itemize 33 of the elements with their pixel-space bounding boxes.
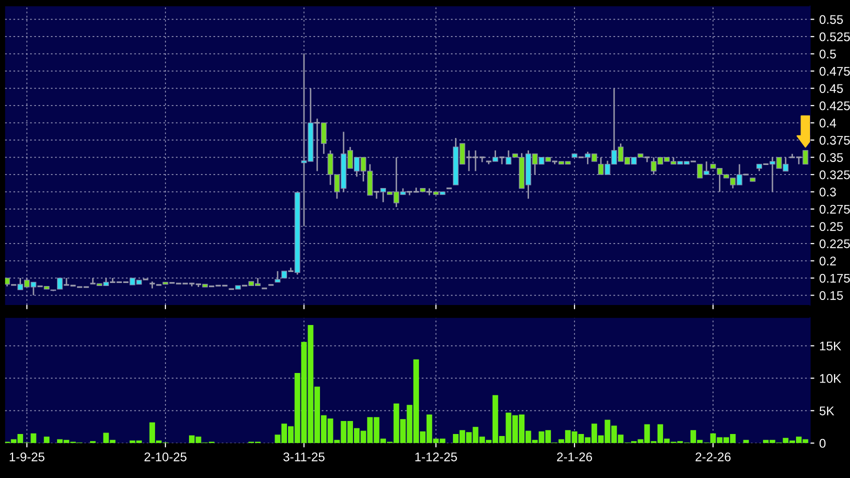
y-tick-label: 0.475: [820, 66, 850, 76]
candlestick: [314, 118, 321, 172]
x-tick-label: 1-12-25: [415, 452, 457, 462]
y-tick-label: 0.25: [820, 222, 843, 231]
y-tick-label: 15K: [820, 342, 842, 350]
y-tick-label: 0.275: [820, 204, 850, 214]
x-tick-label: 1-9-25: [10, 452, 44, 462]
x-tick-label: 3-11-25: [283, 452, 325, 462]
y-tick-label: 0: [820, 438, 826, 448]
candlestick: [57, 278, 63, 290]
y-tick-label: 0.325: [820, 170, 850, 180]
candlestick: [287, 267, 294, 272]
y-tick-label: 0.3: [820, 188, 836, 196]
x-tick-label: 2-10-25: [144, 452, 186, 462]
y-tick-label: 0.45: [820, 84, 843, 93]
y-tick-label: 0.15: [820, 291, 843, 300]
y-tick-label: 0.5: [820, 50, 836, 58]
y-tick-label: 0.55: [820, 15, 843, 24]
y-tick-label: 0.375: [820, 136, 850, 145]
y-tick-label: 5K: [820, 406, 834, 416]
candlestick: [274, 270, 280, 283]
x-tick-label: 2-1-26: [557, 452, 592, 462]
y-tick-label: 0.525: [820, 32, 850, 42]
bar: [743, 440, 749, 444]
y-tick-label: 0.425: [820, 101, 850, 110]
y-tick-label: 0.175: [820, 274, 850, 283]
bar: [44, 436, 50, 444]
y-tick-label: 0.2: [820, 256, 836, 266]
y-tick-label: 0.35: [820, 153, 843, 162]
y-tick-label: 10K: [820, 374, 842, 383]
y-tick-label: 0.225: [820, 239, 850, 248]
y-tick-label: 0.4: [820, 118, 836, 128]
x-tick-label: 2-2-26: [696, 452, 731, 462]
